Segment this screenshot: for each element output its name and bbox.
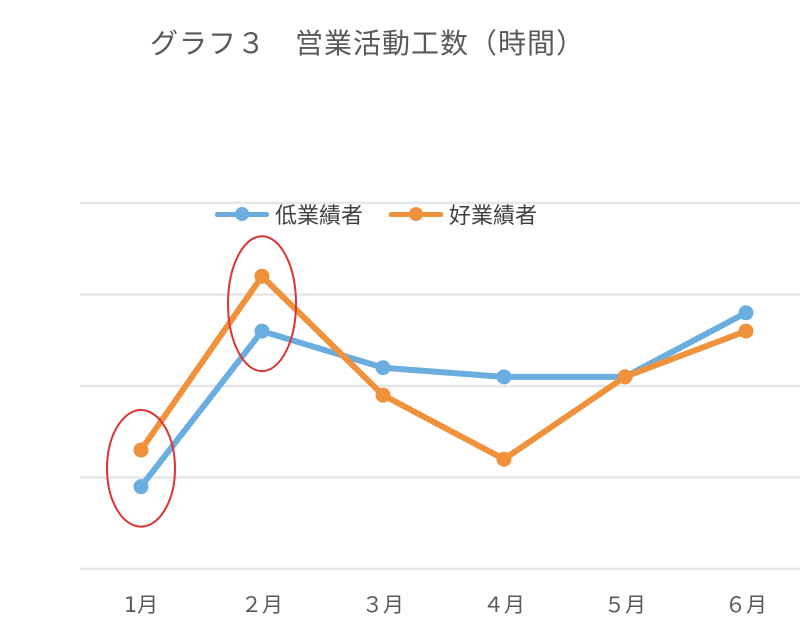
data-point-series-2 (133, 442, 149, 458)
legend-swatch-series-1 (215, 204, 269, 224)
data-point-series-2 (375, 387, 391, 403)
data-point-series-2 (254, 268, 270, 284)
gridlines (80, 201, 800, 571)
data-point-series-2 (496, 451, 512, 467)
data-point-series-1 (496, 369, 512, 385)
x-tick-label: 1月 (124, 593, 158, 617)
legend-item-series-2: 好業績者 (389, 198, 537, 230)
x-tick-label: ４月 (483, 593, 525, 617)
data-point-series-1 (133, 479, 149, 495)
x-tick-label: ２月 (241, 593, 283, 617)
legend: 低業績者 好業績者 (215, 198, 563, 230)
legend-label-series-1: 低業績者 (275, 204, 364, 229)
x-tick-label: ３月 (362, 593, 404, 617)
highlight-circles (106, 235, 297, 528)
data-point-series-2 (738, 323, 754, 339)
series-lines (133, 268, 754, 495)
data-point-series-1 (254, 323, 270, 339)
x-axis-tick-labels: 1月 ２月 ３月 ４月 ５月 ６月 (124, 593, 767, 617)
highlight-ellipse-2 (227, 235, 297, 373)
data-point-series-1 (375, 360, 391, 376)
legend-swatch-series-2 (389, 204, 444, 224)
highlight-ellipse-1 (106, 409, 176, 528)
x-tick-label: ５月 (604, 593, 646, 617)
legend-label-series-2: 好業績者 (449, 204, 538, 229)
data-point-series-2 (617, 369, 633, 385)
chart-title: グラフ３ 営業活動工数（時間） (150, 27, 586, 60)
x-tick-label: ６月 (725, 593, 767, 617)
data-point-series-1 (738, 305, 754, 321)
legend-item-series-1: 低業績者 (215, 198, 363, 230)
series-line-2 (138, 273, 749, 463)
series-line-1 (138, 309, 749, 490)
